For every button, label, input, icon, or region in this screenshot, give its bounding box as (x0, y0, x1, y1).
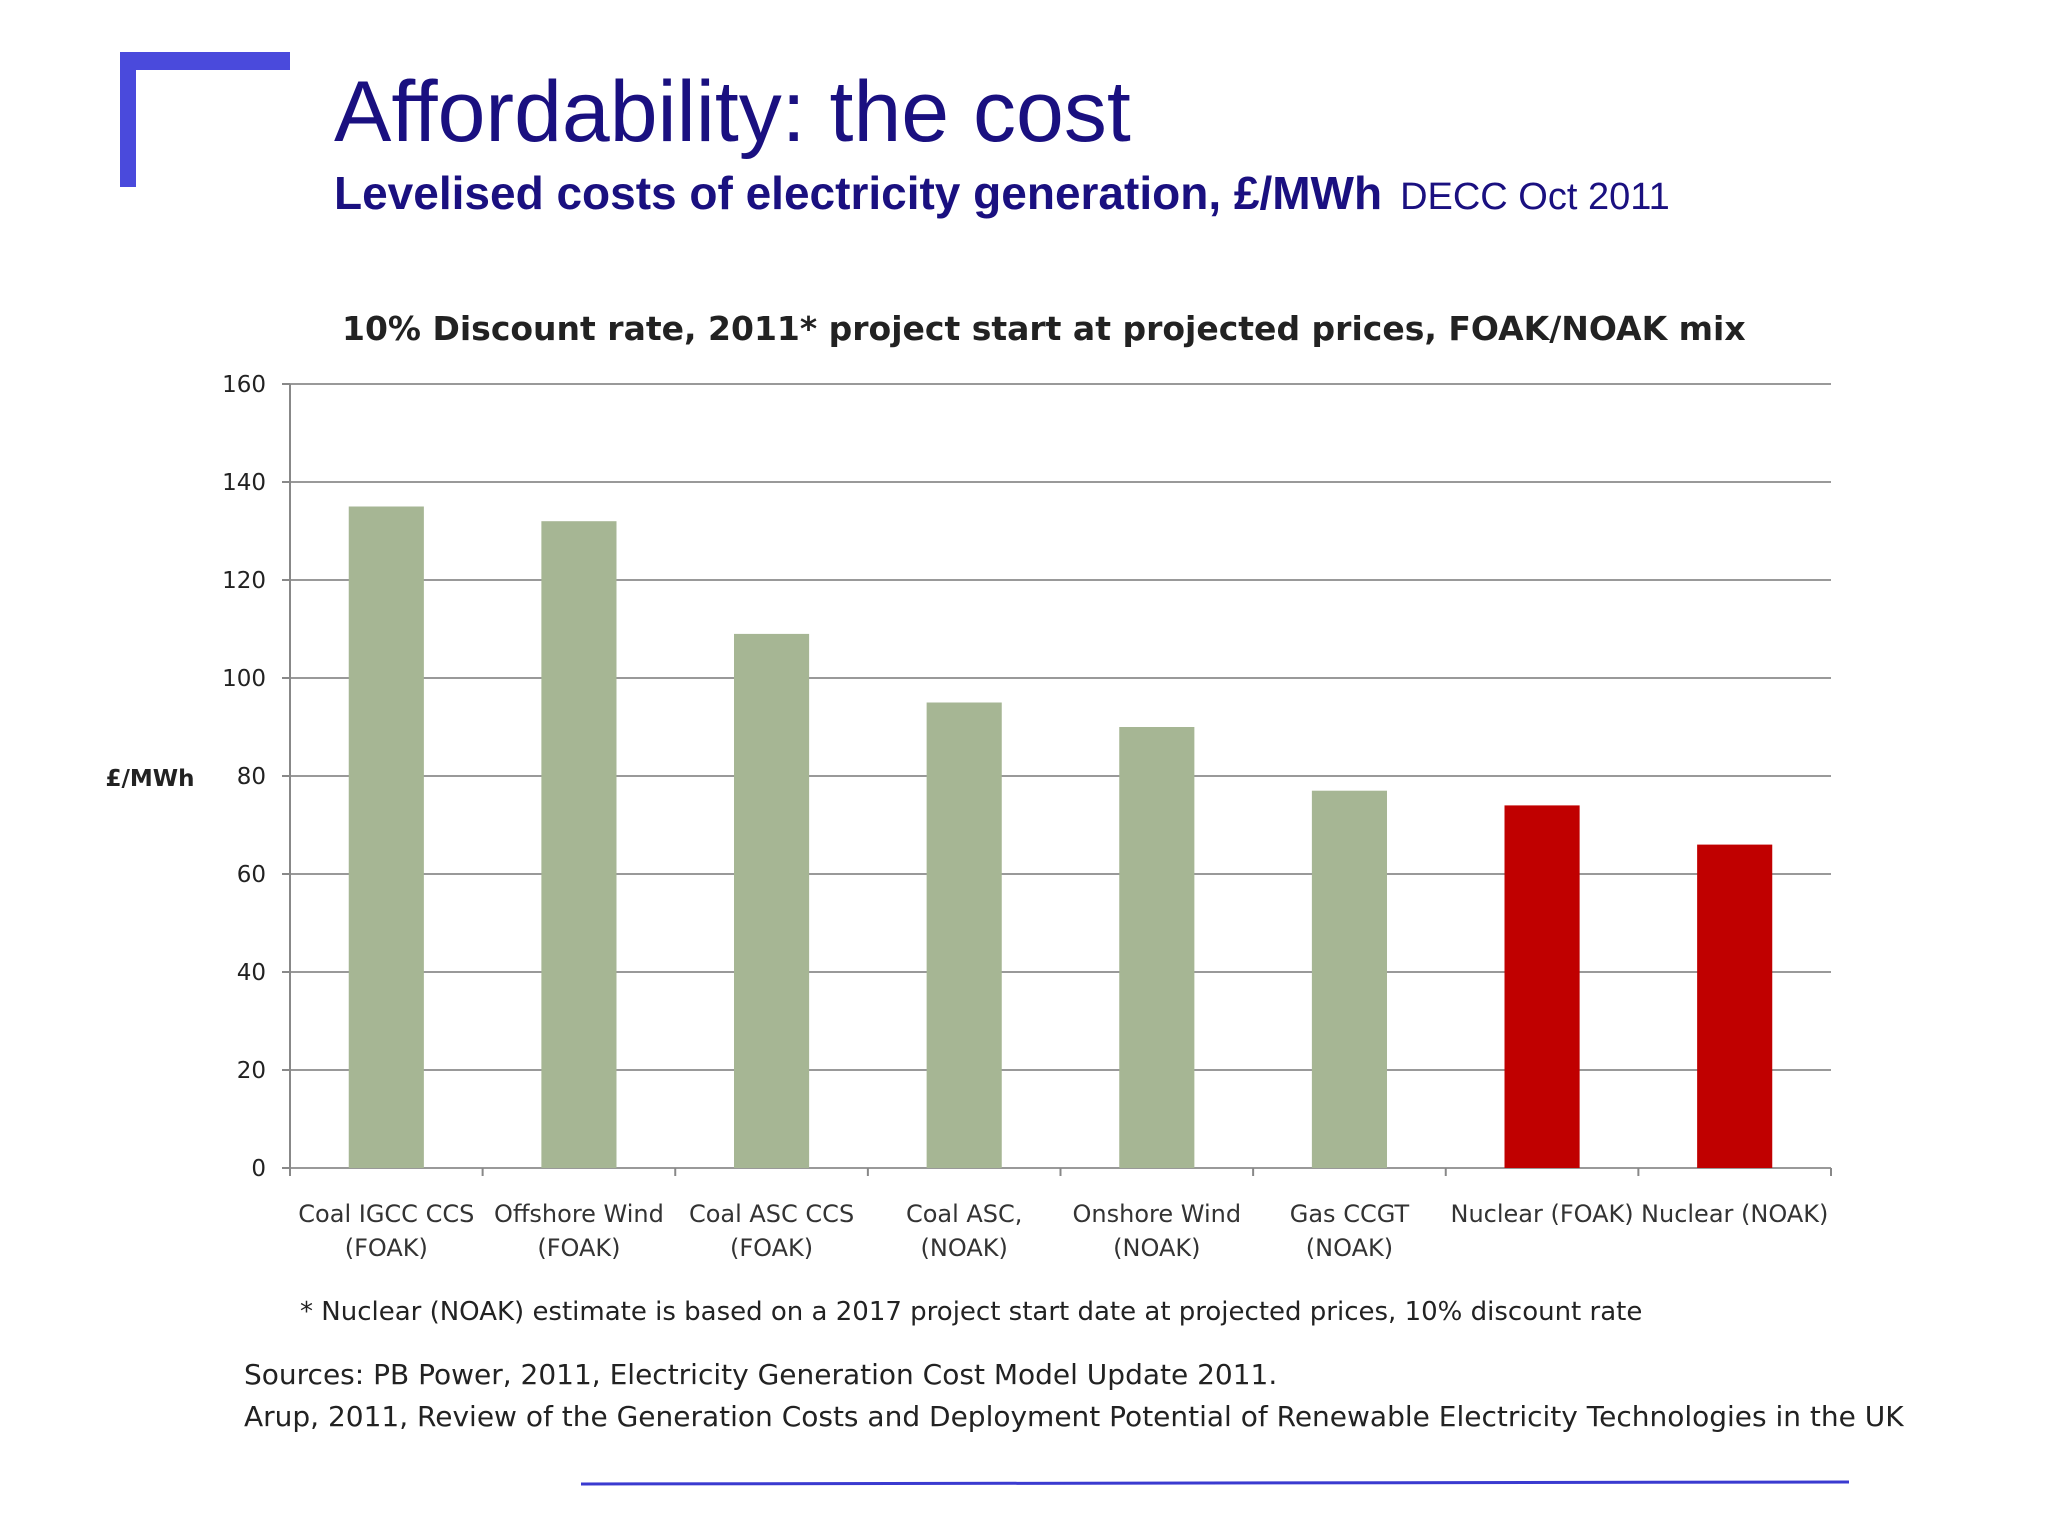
corner-bar (120, 52, 136, 187)
x-tick-label: Coal ASC, (906, 1200, 1022, 1228)
x-tick-label: (FOAK) (537, 1234, 620, 1262)
x-tick-label: (FOAK) (345, 1234, 428, 1262)
footnote: * Nuclear (NOAK) estimate is based on a … (300, 1297, 1642, 1327)
x-tick-label: (NOAK) (1113, 1234, 1200, 1262)
corner-bar (120, 52, 290, 70)
x-tick-label: Onshore Wind (1073, 1200, 1242, 1228)
x-tick-label: Coal ASC CCS (689, 1200, 854, 1228)
slide-subtitle: Levelised costs of electricity generatio… (334, 167, 1670, 219)
slide-title: Affordability: the cost (334, 64, 1131, 160)
y-tick-label: 120 (222, 568, 266, 594)
bar (1119, 727, 1195, 1168)
x-tick-label: Nuclear (FOAK) (1450, 1200, 1633, 1228)
footer-rule (580, 1480, 1850, 1486)
x-tick-label: (NOAK) (921, 1234, 1008, 1262)
bar (926, 702, 1002, 1168)
y-tick-label: 160 (222, 372, 266, 398)
chart-title: 10% Discount rate, 2011* project start a… (342, 309, 1746, 348)
sources: Arup, 2011, Review of the Generation Cos… (244, 1400, 1904, 1433)
x-tick-label: Coal IGCC CCS (298, 1200, 474, 1228)
bar (734, 633, 810, 1168)
bar (1311, 790, 1387, 1168)
y-tick-label: 140 (222, 470, 266, 496)
x-tick-label: Nuclear (NOAK) (1641, 1200, 1828, 1228)
y-axis-label: £/MWh (105, 766, 194, 792)
y-tick-label: 60 (237, 862, 266, 888)
y-tick-label: 40 (237, 960, 266, 986)
x-tick-label: (NOAK) (1306, 1234, 1393, 1262)
y-tick-label: 80 (237, 764, 266, 790)
bar (1697, 844, 1773, 1168)
y-tick-label: 100 (222, 666, 266, 692)
plot: 0 20 40 60 80 100 120 140 160 Coal IGCC CCS (FOAK)… (222, 372, 1832, 1262)
x-tick-label: Offshore Wind (494, 1200, 664, 1228)
x-tick-label: Gas CCGT (1290, 1200, 1410, 1228)
sources: Sources: PB Power, 2011, Electricity Gen… (244, 1358, 1277, 1391)
y-tick-label: 20 (237, 1058, 266, 1084)
bar (348, 506, 424, 1168)
x-tick-label: (FOAK) (730, 1234, 813, 1262)
subtitle: Levelised costs of electricity generatio… (334, 167, 1382, 219)
source-note: DECC Oct 2011 (1400, 176, 1670, 218)
bar (541, 521, 617, 1168)
y-tick-label: 0 (251, 1156, 266, 1182)
bar (1504, 805, 1580, 1168)
